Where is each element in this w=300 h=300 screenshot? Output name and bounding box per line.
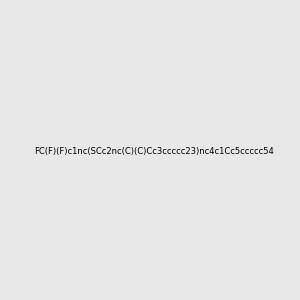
Text: FC(F)(F)c1nc(SCc2nc(C)(C)Cc3ccccc23)nc4c1Cc5ccccc54: FC(F)(F)c1nc(SCc2nc(C)(C)Cc3ccccc23)nc4c… [34, 147, 274, 156]
